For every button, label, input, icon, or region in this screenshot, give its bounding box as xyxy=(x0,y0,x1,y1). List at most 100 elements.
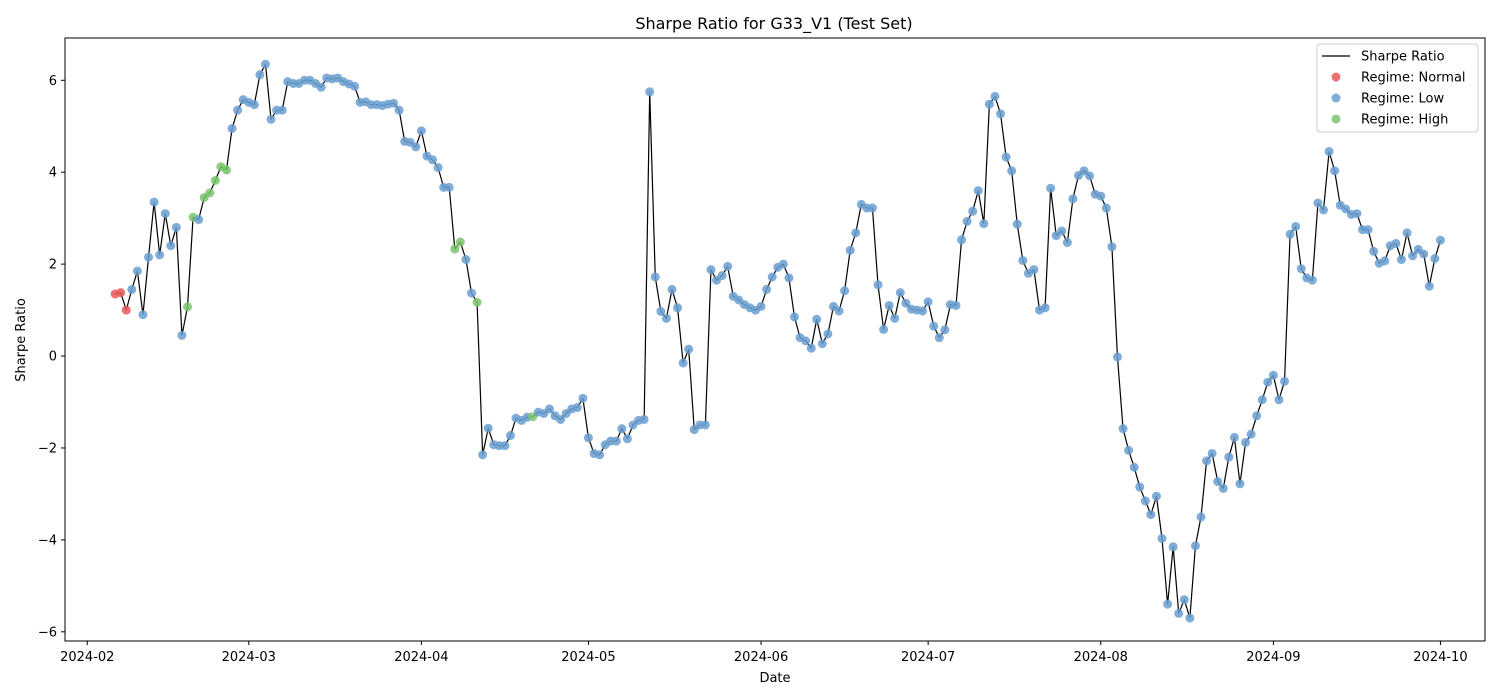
x-tick-label: 2024-05 xyxy=(561,650,615,665)
data-point-low xyxy=(1196,512,1206,522)
data-point-low xyxy=(583,433,593,443)
data-point-low xyxy=(1046,183,1056,193)
data-point-low xyxy=(762,284,772,294)
data-point-low xyxy=(845,245,855,255)
legend: Sharpe Ratio Regime: Normal Regime: Low … xyxy=(1316,43,1479,133)
data-point-low xyxy=(851,228,861,238)
data-point-low xyxy=(940,325,950,335)
data-point-low xyxy=(1157,534,1167,544)
data-point-low xyxy=(973,186,983,196)
data-point-low xyxy=(895,288,905,298)
data-point-low xyxy=(177,330,187,340)
data-point-low xyxy=(1307,275,1317,285)
data-point-low xyxy=(951,300,961,310)
data-point-low xyxy=(461,255,471,265)
data-point-low xyxy=(1419,249,1429,259)
data-point-low xyxy=(483,423,493,433)
data-point-low xyxy=(1062,238,1072,248)
data-point-low xyxy=(1174,608,1184,618)
data-point-low xyxy=(578,393,588,403)
data-point-low xyxy=(1280,376,1290,386)
y-tick-label: −6 xyxy=(38,625,57,640)
data-point-low xyxy=(416,126,426,136)
data-point-low xyxy=(700,420,710,430)
data-point-low xyxy=(1424,281,1434,291)
data-point-high xyxy=(183,302,193,312)
data-point-low xyxy=(1185,613,1195,623)
data-point-low xyxy=(266,114,276,124)
data-point-low xyxy=(873,280,883,290)
data-point-low xyxy=(1163,599,1173,609)
x-tick-label: 2024-09 xyxy=(1246,650,1300,665)
data-point-low xyxy=(149,197,159,207)
data-point-high xyxy=(221,165,231,175)
data-point-low xyxy=(277,105,287,115)
data-point-low xyxy=(639,414,649,424)
y-tick-label: −4 xyxy=(38,533,57,548)
data-point-low xyxy=(249,100,259,110)
data-point-low xyxy=(1001,152,1011,162)
legend-marker-low xyxy=(1331,93,1341,103)
data-point-low xyxy=(834,306,844,316)
data-point-low xyxy=(1369,246,1379,256)
x-axis: 2024-02 2024-03 2024-04 2024-05 2024-06 2024-… xyxy=(60,641,1468,665)
data-point-low xyxy=(1402,228,1412,238)
data-point-low xyxy=(505,431,515,441)
data-point-low xyxy=(984,99,994,109)
data-point-low xyxy=(544,404,554,414)
data-point-low xyxy=(132,266,142,276)
data-point-low xyxy=(394,105,404,115)
legend-label-high: Regime: High xyxy=(1361,113,1448,128)
data-point-low xyxy=(1202,456,1212,466)
data-point-high xyxy=(455,237,465,247)
data-point-low xyxy=(801,336,811,346)
data-point-low xyxy=(1274,395,1284,405)
data-point-low xyxy=(1352,209,1362,219)
data-point-low xyxy=(1012,219,1022,229)
data-point-low xyxy=(962,216,972,226)
y-tick-label: 2 xyxy=(49,258,57,273)
data-point-low xyxy=(1319,205,1329,215)
data-point-high xyxy=(450,244,460,254)
data-point-low xyxy=(611,436,621,446)
data-point-low xyxy=(756,301,766,311)
plot-frame xyxy=(64,37,1486,642)
data-point-low xyxy=(411,142,421,152)
x-tick-label: 2024-03 xyxy=(222,650,276,665)
data-point-low xyxy=(661,313,671,323)
data-point-low xyxy=(556,414,566,424)
data-point-low xyxy=(1268,370,1278,380)
data-point-normal xyxy=(121,305,131,315)
data-point-low xyxy=(1018,255,1028,265)
data-point-low xyxy=(1096,191,1106,201)
data-point-low xyxy=(233,105,243,115)
data-point-low xyxy=(155,250,165,260)
data-point-low xyxy=(1129,462,1139,472)
data-point-low xyxy=(673,303,683,313)
data-point-low xyxy=(1380,256,1390,266)
data-point-low xyxy=(389,98,399,108)
data-point-low xyxy=(255,70,265,80)
data-point-low xyxy=(778,259,788,269)
data-point-low xyxy=(1224,452,1234,462)
y-tick-label: −2 xyxy=(38,441,57,456)
chart-title: Sharpe Ratio for G33_V1 (Test Set) xyxy=(635,14,912,34)
data-point-low xyxy=(1151,491,1161,501)
data-point-high xyxy=(472,297,482,307)
data-point-low xyxy=(1057,226,1067,236)
data-point-low xyxy=(823,329,833,339)
data-point-low xyxy=(717,271,727,281)
data-point-low xyxy=(1168,542,1178,552)
data-point-low xyxy=(1252,411,1262,421)
data-point-low xyxy=(478,450,488,460)
y-axis-label: Sharpe Ratio xyxy=(14,298,29,382)
data-point-low xyxy=(572,403,582,413)
data-point-low xyxy=(879,324,889,334)
data-point-low xyxy=(1435,235,1445,245)
data-point-low xyxy=(1285,229,1295,239)
data-point-low xyxy=(127,284,137,294)
y-tick-label: 6 xyxy=(49,74,57,89)
data-point-low xyxy=(1296,264,1306,274)
data-point-low xyxy=(1341,204,1351,214)
data-point-low xyxy=(500,441,510,451)
